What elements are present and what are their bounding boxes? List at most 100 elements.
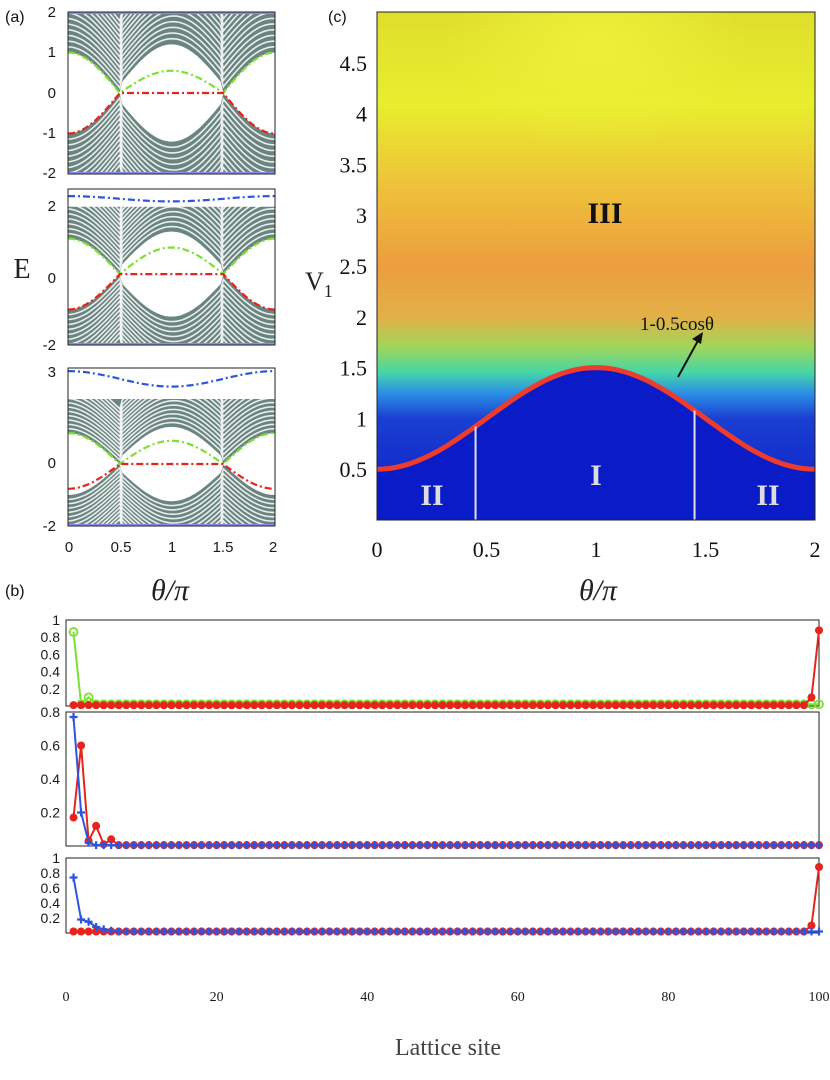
blue-site-marker	[453, 841, 462, 850]
blue-site-marker	[250, 927, 259, 936]
blue-site-marker	[739, 927, 748, 936]
blue-site-marker	[513, 841, 522, 850]
red-site-marker	[664, 701, 673, 710]
red-site-marker	[581, 701, 590, 710]
blue-site-marker	[611, 841, 620, 850]
blue-site-marker	[536, 927, 545, 936]
a-bottom-bands	[68, 368, 275, 526]
green-site-marker	[68, 627, 79, 637]
a-middle-ytick: -2	[43, 337, 56, 354]
band-stripe	[68, 368, 275, 411]
band-stripe	[87, 498, 249, 526]
a-top-ytick: -2	[43, 165, 56, 182]
band-stripe	[68, 303, 275, 345]
blue-site-marker	[732, 841, 741, 850]
blue-site-marker	[122, 927, 131, 936]
blue-site-marker	[543, 927, 552, 936]
upper-bulk-band	[68, 12, 275, 93]
blue-site-marker	[626, 927, 635, 936]
b-ytick: 0.8	[41, 704, 61, 720]
region-I-label: I	[590, 459, 602, 492]
band-stripe	[68, 486, 275, 526]
lower-bulk-band	[68, 93, 275, 174]
c-xtick: 2	[810, 537, 821, 562]
band-stripe	[68, 404, 275, 446]
red-site-marker	[566, 701, 575, 710]
red-site-marker	[483, 701, 492, 710]
blue-site-marker	[671, 841, 680, 850]
red-site-marker	[220, 701, 229, 710]
blue-site-marker	[235, 841, 244, 850]
red-site-marker	[182, 701, 191, 710]
blue-site-marker	[634, 841, 643, 850]
blue-site-marker	[461, 841, 470, 850]
green-site-marker	[814, 699, 824, 710]
blue-site-marker	[671, 927, 680, 936]
red-site-marker	[611, 701, 620, 710]
red-site-marker	[717, 701, 726, 710]
band-stripe	[68, 290, 275, 338]
red-site-marker	[272, 701, 281, 710]
blue-site-marker	[792, 841, 801, 850]
blue-site-marker	[604, 927, 613, 936]
blue-site-marker	[815, 841, 823, 850]
blue-edge-state-curve	[68, 195, 275, 203]
blue-site-marker	[144, 841, 153, 850]
blue-site-marker	[604, 841, 613, 850]
blue-site-marker	[423, 841, 432, 850]
blue-site-marker	[476, 927, 485, 936]
a-xtick: 0.5	[111, 539, 132, 556]
b-ytick: 0.6	[41, 646, 61, 662]
blue-site-marker	[702, 841, 711, 850]
blue-site-marker	[415, 927, 424, 936]
red-site-marker	[656, 701, 665, 710]
band-stripe	[93, 501, 242, 526]
band-stripe	[87, 137, 248, 174]
a-curves	[67, 12, 276, 526]
red-site-marker	[385, 701, 394, 710]
blue-site-marker	[717, 841, 726, 850]
red-distribution-line	[73, 866, 820, 933]
blue-site-marker	[528, 841, 537, 850]
blue-site-marker	[461, 927, 470, 936]
b-ticks: 0.20.40.60.810.20.40.60.80.20.40.60.810 2…	[41, 612, 830, 1005]
red-site-marker	[799, 701, 808, 710]
band-stripe	[68, 417, 275, 458]
band-stripe	[68, 470, 275, 511]
band-stripe	[68, 482, 275, 524]
blue-site-marker	[446, 927, 455, 936]
blue-site-marker	[702, 927, 711, 936]
a-middle-ytick: 2	[48, 198, 56, 215]
red-site-marker	[92, 927, 101, 936]
c-xlabel: θ/π	[579, 574, 618, 607]
red-site-marker	[671, 701, 680, 710]
red-site-marker	[400, 701, 409, 710]
red-site-marker	[649, 701, 658, 710]
red-site-marker	[754, 701, 763, 710]
blue-site-marker	[754, 927, 763, 936]
red-site-marker	[528, 701, 537, 710]
red-site-marker	[679, 701, 688, 710]
phase-boundary-curve	[377, 365, 815, 472]
blue-site-marker	[129, 841, 138, 850]
band-stripe	[68, 96, 275, 149]
a-xtick: 2	[269, 539, 277, 556]
red-site-marker	[724, 701, 733, 710]
red-site-marker	[521, 701, 530, 710]
c-ytick: 1.5	[340, 356, 368, 381]
red-site-marker	[137, 701, 146, 710]
blue-site-marker	[174, 841, 183, 850]
a-middle-bands	[68, 189, 275, 345]
blue-site-marker	[784, 841, 793, 850]
b-xtick: 20	[210, 990, 224, 1005]
band-stripe	[68, 111, 275, 166]
band-stripe	[68, 122, 275, 174]
blue-site-marker	[333, 927, 342, 936]
red-edge-state-curve	[67, 91, 276, 135]
red-site-marker	[144, 701, 153, 710]
red-site-marker	[197, 701, 206, 710]
blue-site-marker	[159, 841, 168, 850]
red-site-marker	[205, 701, 214, 710]
blue-site-marker	[393, 841, 402, 850]
blue-site-marker	[348, 841, 357, 850]
